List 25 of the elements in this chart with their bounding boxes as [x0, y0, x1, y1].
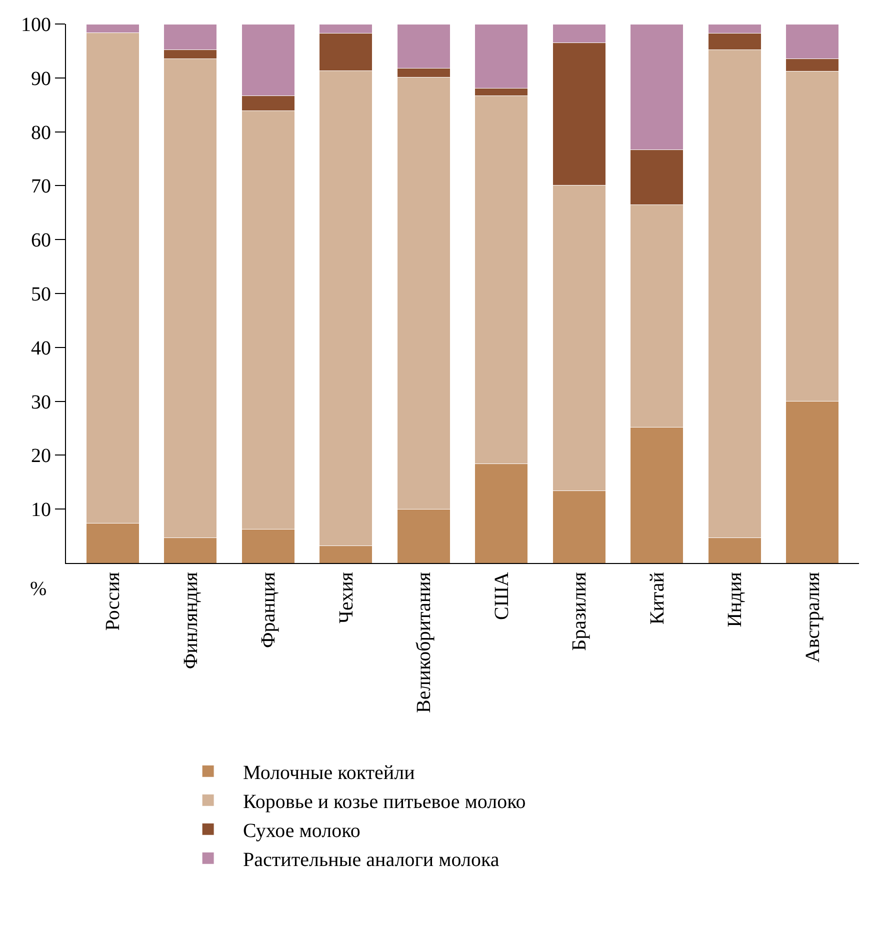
y-tick-label: 90	[31, 68, 51, 90]
y-tick-label: 80	[31, 122, 51, 144]
y-tick-label: 20	[31, 445, 51, 468]
y-tick-label: 70	[31, 176, 51, 198]
legend-label: Растительные аналоги молока	[243, 848, 500, 871]
legend-label: Сухое молоко	[243, 820, 360, 842]
x-tick-label: Бразилия	[568, 572, 591, 651]
x-tick-label: Китай	[646, 572, 668, 625]
x-tick-label: США	[490, 571, 513, 620]
x-tick-label: Франция	[258, 572, 280, 648]
y-tick-label: 60	[31, 230, 51, 252]
legend-label: Коровье и козье питьевое молоко	[243, 790, 526, 813]
y-tick-label: 10	[31, 499, 51, 522]
y-tick-label: 50	[31, 284, 51, 306]
y-axis-title: %	[30, 578, 47, 600]
x-tick-label: Россия	[102, 572, 124, 631]
y-tick-label: 100	[21, 14, 51, 36]
x-tick-label: Австралия	[802, 572, 824, 663]
x-tick-label: Финляндия	[180, 572, 202, 670]
y-tick-label: 30	[31, 391, 51, 414]
x-tick-label: Великобритания	[413, 572, 436, 713]
x-tick-label: Чехия	[335, 572, 358, 624]
legend-label: Молочные коктейли	[243, 762, 416, 784]
y-tick-label: 40	[31, 337, 51, 360]
x-tick-label: Индия	[724, 572, 746, 628]
